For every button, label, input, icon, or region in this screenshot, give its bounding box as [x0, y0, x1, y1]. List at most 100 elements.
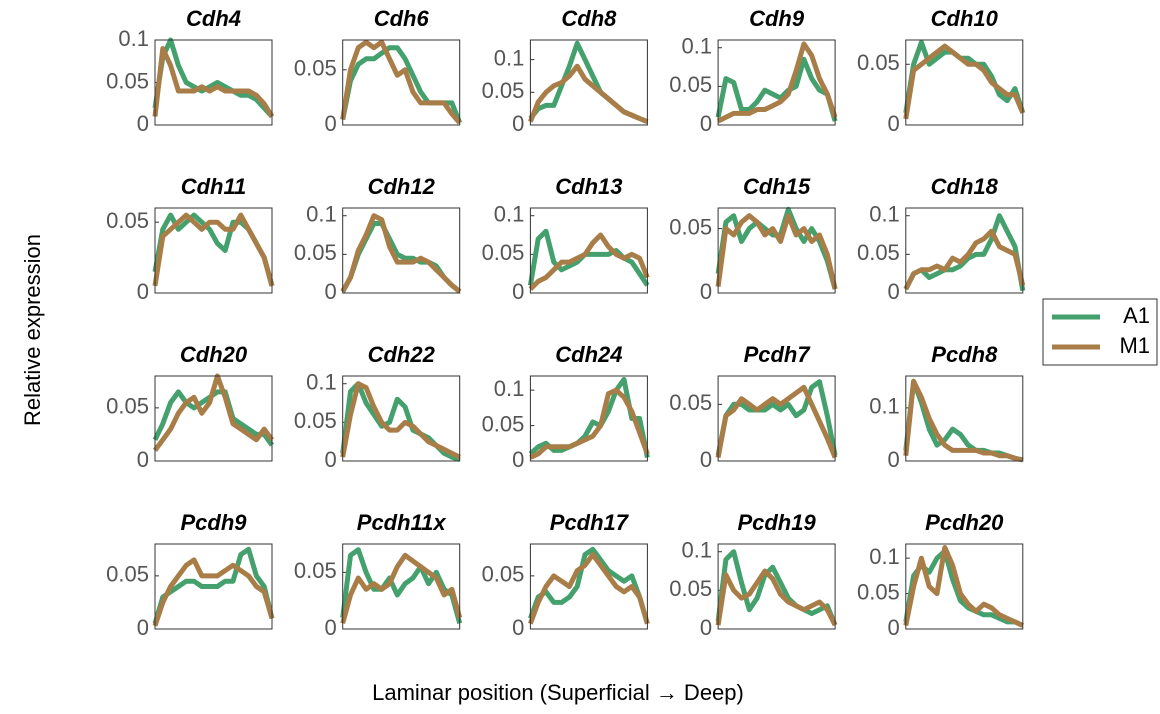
plot-frame	[529, 39, 648, 126]
plot-frame	[529, 543, 648, 630]
y-tick-label: 0.05	[669, 390, 712, 415]
data-line	[340, 39, 462, 125]
plot-frame	[529, 375, 648, 462]
data-line	[903, 213, 1026, 292]
data-line	[715, 384, 838, 459]
y-tick-label: 0.05	[294, 408, 337, 433]
data-line	[340, 45, 463, 124]
data-line	[340, 221, 462, 294]
y-tick-label: 0.05	[294, 56, 337, 81]
y-tick-label: 0.1	[869, 202, 900, 227]
data-line	[715, 549, 838, 627]
y-tick-label: 0.05	[482, 411, 525, 436]
y-tick-label: 0	[888, 615, 900, 640]
data-line	[903, 228, 1026, 291]
y-tick-label: 0	[888, 279, 900, 304]
data-line	[152, 212, 275, 287]
y-tick-label: 0.05	[669, 214, 712, 239]
data-line	[717, 41, 838, 124]
y-tick-label: 0.05	[294, 240, 337, 265]
panel-title: Cdh12	[368, 174, 436, 199]
data-line	[903, 378, 1024, 463]
y-tick-label: 0	[137, 111, 149, 136]
plot-frame	[154, 207, 273, 294]
y-tick-label: 0.1	[869, 394, 900, 419]
plot-frame	[905, 543, 1024, 630]
data-line	[340, 381, 461, 460]
panel-title: Pcdh9	[180, 510, 247, 535]
y-tick-label: 0	[137, 615, 149, 640]
legend-box	[1042, 298, 1158, 366]
legend-label: A1	[1123, 303, 1150, 328]
y-tick-label: 0.05	[294, 558, 337, 583]
y-tick-label: 0.05	[857, 579, 900, 604]
y-tick-label: 0.1	[682, 34, 713, 59]
plot-frame	[717, 543, 836, 630]
plot-frame	[342, 39, 461, 126]
panel-title: Pcdh19	[737, 510, 816, 535]
y-tick-label: 0	[888, 111, 900, 136]
y-tick-label: 0.05	[857, 240, 900, 265]
panel-title: Pcdh17	[550, 510, 630, 535]
data-line	[528, 232, 650, 291]
y-tick-label: 0.1	[306, 202, 337, 227]
y-tick-label: 0.1	[682, 538, 713, 563]
y-tick-label: 0.1	[306, 370, 337, 395]
data-line	[528, 63, 649, 125]
y-tick-label: 0	[137, 279, 149, 304]
y-tick-label: 0	[512, 447, 524, 472]
y-tick-label: 0	[512, 615, 524, 640]
data-line	[340, 552, 463, 624]
y-axis-label: Relative expression	[20, 234, 45, 426]
panel-title: Pcdh8	[931, 342, 998, 367]
plot-frame	[342, 543, 461, 630]
y-tick-label: 0	[324, 615, 336, 640]
data-line	[903, 43, 1026, 120]
data-line	[527, 228, 650, 287]
x-axis-label: Laminar position (Superficial → Deep)	[372, 680, 744, 705]
y-tick-label: 0.1	[494, 202, 525, 227]
panel-title: Cdh9	[749, 6, 805, 31]
y-tick-label: 0.05	[106, 208, 149, 233]
y-tick-label: 0	[324, 279, 336, 304]
y-tick-label: 0	[888, 447, 900, 472]
y-tick-label: 0	[137, 447, 149, 472]
data-line	[152, 37, 274, 119]
data-line	[903, 545, 1024, 628]
plot-frame	[905, 39, 1024, 126]
y-tick-label: 0.05	[857, 50, 900, 75]
panel-title: Cdh8	[561, 6, 617, 31]
y-tick-label: 0	[512, 111, 524, 136]
y-tick-label: 0.05	[106, 394, 149, 419]
data-line	[529, 387, 650, 460]
data-line	[715, 56, 838, 122]
plot-frame	[529, 207, 648, 294]
plot-frame	[154, 543, 273, 630]
y-tick-label: 0.05	[106, 68, 149, 93]
data-line	[528, 546, 650, 625]
y-tick-label: 0.05	[482, 562, 525, 587]
panel-title: Pcdh20	[925, 510, 1004, 535]
y-tick-label: 0	[700, 111, 712, 136]
data-line	[152, 46, 275, 118]
data-line	[152, 546, 275, 625]
plot-frame	[342, 375, 461, 462]
data-line	[528, 552, 650, 625]
panel-title: Cdh24	[555, 342, 622, 367]
y-tick-label: 0	[512, 279, 524, 304]
panel-title: Cdh18	[931, 174, 999, 199]
plot-frame	[905, 207, 1024, 294]
data-line	[903, 39, 1026, 114]
y-tick-label: 0.05	[482, 78, 525, 103]
y-tick-label: 0.1	[494, 376, 525, 401]
data-line	[715, 206, 838, 290]
plot-frame	[717, 375, 836, 462]
plot-frame	[717, 39, 836, 126]
y-tick-label: 0.1	[869, 544, 900, 569]
y-tick-label: 0	[700, 279, 712, 304]
data-line	[715, 568, 838, 627]
data-line	[152, 557, 275, 627]
data-line	[152, 373, 275, 452]
y-tick-label: 0.05	[482, 240, 525, 265]
panel-title: Cdh20	[180, 342, 248, 367]
